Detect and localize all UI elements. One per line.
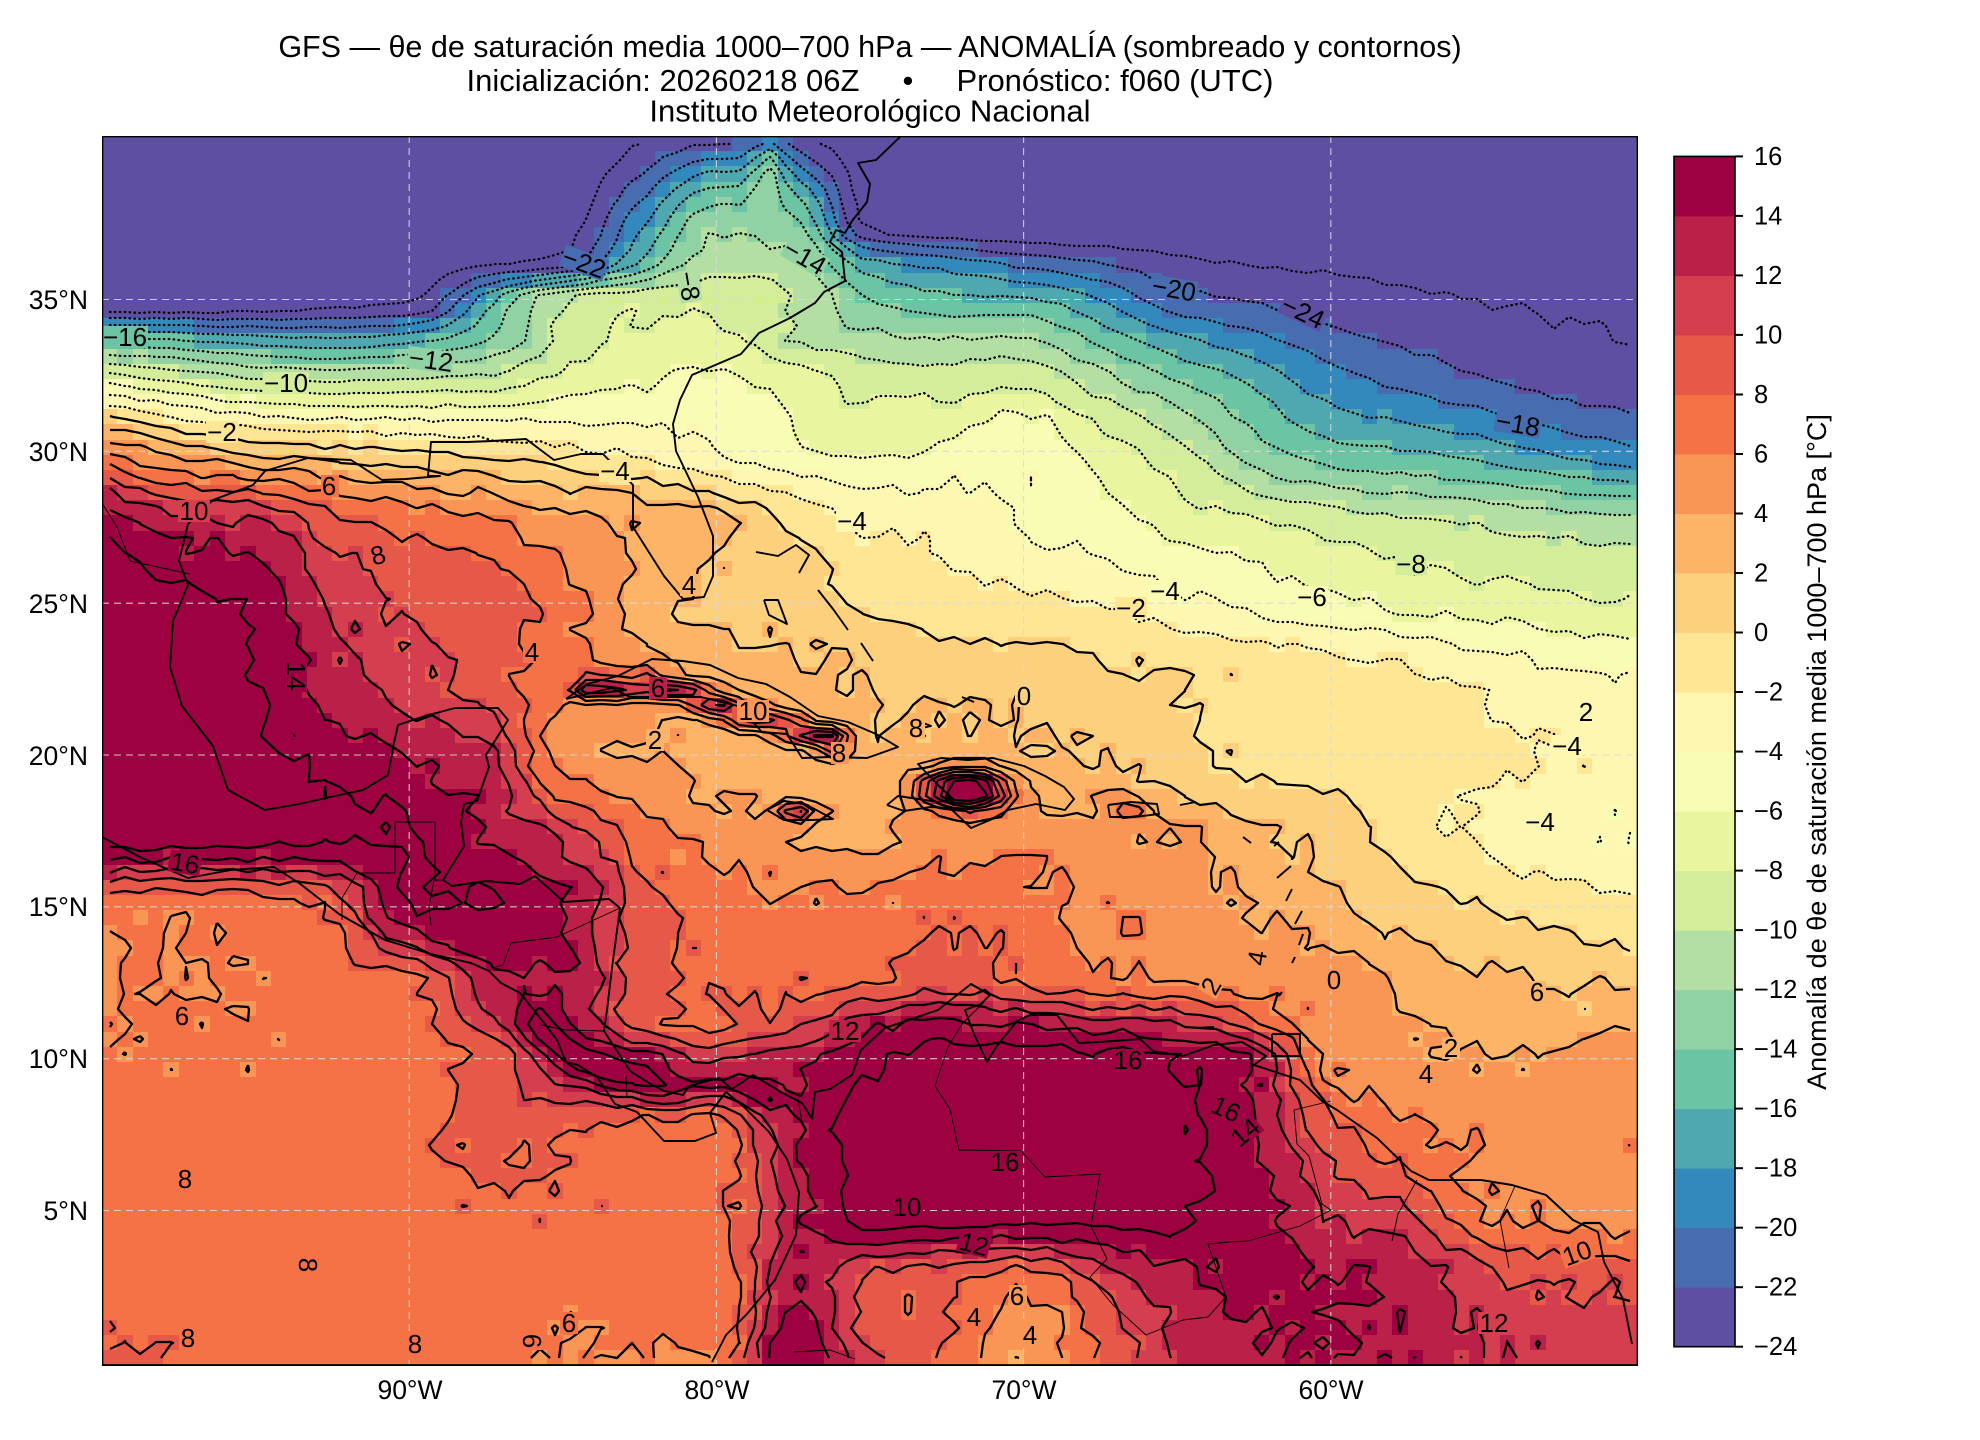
- svg-text:16: 16: [991, 1147, 1020, 1177]
- svg-text:0: 0: [1327, 965, 1341, 995]
- svg-text:−4: −4: [1150, 576, 1180, 606]
- svg-text:6: 6: [322, 471, 336, 501]
- svg-text:2: 2: [1579, 697, 1593, 727]
- svg-text:Inicialización: 20260218 06Z: Inicialización: 20260218 06Z • Pronóstic…: [467, 63, 1274, 98]
- svg-text:−16: −16: [103, 322, 147, 352]
- svg-text:−14: −14: [1754, 1036, 1797, 1064]
- svg-text:2: 2: [648, 725, 662, 755]
- svg-text:−8: −8: [1396, 549, 1426, 579]
- svg-text:60°W: 60°W: [1298, 1375, 1363, 1405]
- svg-text:4: 4: [1241, 948, 1273, 967]
- svg-text:12: 12: [831, 1016, 860, 1046]
- svg-text:−8: −8: [672, 269, 707, 303]
- svg-text:8: 8: [408, 1329, 422, 1359]
- svg-text:6: 6: [1010, 1281, 1024, 1311]
- svg-text:−10: −10: [1754, 917, 1797, 945]
- svg-text:4: 4: [1419, 1059, 1433, 1089]
- svg-text:−6: −6: [1297, 582, 1327, 612]
- svg-text:−4: −4: [837, 506, 867, 536]
- svg-text:10: 10: [180, 496, 209, 526]
- svg-text:4: 4: [682, 570, 696, 600]
- svg-text:−4: −4: [1552, 731, 1582, 761]
- svg-text:30°N: 30°N: [29, 437, 88, 467]
- svg-text:16: 16: [168, 846, 202, 881]
- svg-text:6: 6: [517, 1334, 547, 1348]
- svg-text:4: 4: [967, 1302, 981, 1332]
- svg-text:−4: −4: [1754, 738, 1783, 766]
- svg-text:−2: −2: [1754, 679, 1783, 707]
- svg-text:6: 6: [562, 1308, 576, 1338]
- svg-text:−18: −18: [1754, 1155, 1797, 1183]
- svg-text:5°N: 5°N: [44, 1196, 88, 1226]
- svg-text:−4: −4: [600, 456, 630, 486]
- svg-text:2: 2: [1444, 1033, 1458, 1063]
- svg-text:4: 4: [525, 637, 539, 667]
- svg-text:35°N: 35°N: [29, 285, 88, 315]
- svg-text:8: 8: [1754, 381, 1768, 409]
- svg-text:8: 8: [178, 1164, 192, 1194]
- svg-text:16: 16: [1754, 143, 1782, 171]
- svg-text:−24: −24: [1754, 1333, 1797, 1361]
- svg-text:8: 8: [293, 1258, 323, 1272]
- svg-text:Anomalía de θe de saturación m: Anomalía de θe de saturación media 1000–…: [1802, 414, 1832, 1090]
- svg-text:4: 4: [1754, 500, 1768, 528]
- svg-text:70°W: 70°W: [991, 1375, 1056, 1405]
- svg-text:−6: −6: [1754, 798, 1783, 826]
- svg-text:80°W: 80°W: [684, 1375, 749, 1405]
- svg-text:−2: −2: [1116, 593, 1146, 623]
- svg-text:−12: −12: [407, 342, 455, 378]
- svg-text:10: 10: [893, 1192, 922, 1222]
- svg-text:10: 10: [739, 696, 768, 726]
- svg-text:2: 2: [1754, 560, 1768, 588]
- svg-text:90°W: 90°W: [377, 1375, 442, 1405]
- svg-text:6: 6: [651, 673, 665, 703]
- svg-text:8: 8: [909, 713, 923, 743]
- svg-text:10°N: 10°N: [29, 1044, 88, 1074]
- svg-text:6: 6: [1530, 977, 1544, 1007]
- svg-text:15°N: 15°N: [29, 892, 88, 922]
- svg-text:16: 16: [1114, 1045, 1143, 1075]
- svg-text:12: 12: [1754, 262, 1782, 290]
- svg-text:14: 14: [281, 662, 311, 691]
- svg-text:14: 14: [1754, 202, 1782, 230]
- svg-text:−4: −4: [1525, 807, 1555, 837]
- svg-text:−20: −20: [1754, 1214, 1797, 1242]
- svg-text:8: 8: [832, 738, 846, 768]
- svg-text:−12: −12: [1754, 976, 1797, 1004]
- svg-text:−8: −8: [1754, 857, 1783, 885]
- svg-text:−10: −10: [264, 368, 308, 398]
- svg-text:Instituto Meteorológico Nacion: Instituto Meteorológico Nacional: [649, 94, 1090, 129]
- svg-text:−16: −16: [1754, 1095, 1797, 1123]
- svg-text:GFS — θe de saturación media 1: GFS — θe de saturación media 1000–700 hP…: [278, 29, 1461, 64]
- svg-text:25°N: 25°N: [29, 589, 88, 619]
- svg-text:6: 6: [175, 1001, 189, 1031]
- svg-text:8: 8: [181, 1323, 195, 1353]
- svg-text:20°N: 20°N: [29, 741, 88, 771]
- svg-text:10: 10: [1754, 321, 1782, 349]
- svg-text:6: 6: [1754, 441, 1768, 469]
- svg-text:−2: −2: [207, 417, 237, 447]
- svg-text:4: 4: [1023, 1320, 1037, 1350]
- svg-text:−22: −22: [1754, 1274, 1797, 1302]
- svg-text:12: 12: [1480, 1308, 1509, 1338]
- svg-text:0: 0: [1754, 619, 1768, 647]
- svg-text:0: 0: [1017, 681, 1031, 711]
